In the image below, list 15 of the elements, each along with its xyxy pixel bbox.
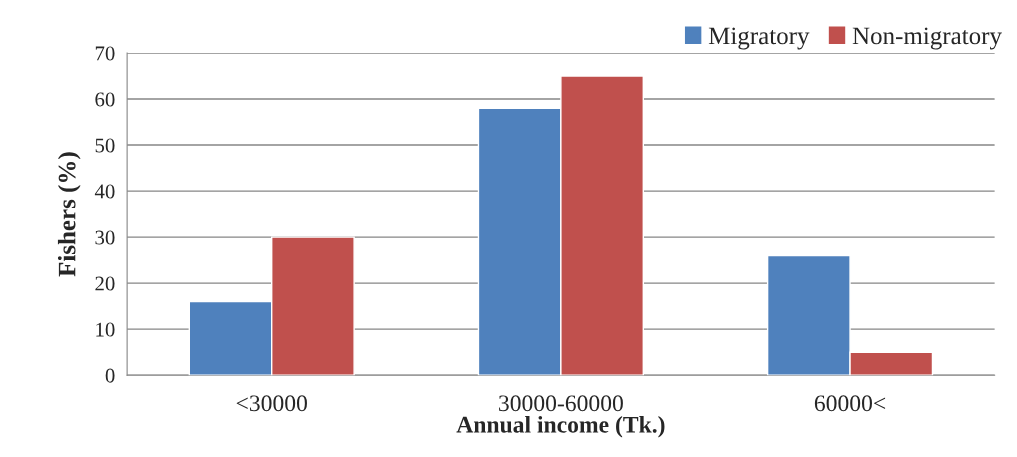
x-tick-label: <30000	[236, 395, 307, 412]
y-tick-label: 30	[95, 230, 115, 245]
y-tick-label: 10	[96, 322, 115, 337]
x-tick-label: 30000-60000	[499, 395, 623, 412]
y-tick-label: 0	[105, 368, 115, 383]
x-tick-label: 60000<	[814, 395, 886, 412]
y-tick-label: 20	[95, 276, 115, 291]
x-axis-title: Annual income (Tk.)	[456, 416, 665, 438]
y-tick-label: 50	[95, 138, 115, 153]
y-tick-label: 40	[94, 184, 115, 199]
legend-label: Non-migratory	[852, 27, 1002, 50]
legend-label: Migratory	[708, 27, 810, 50]
y-tick-label: 70	[95, 46, 115, 61]
y-tick-label: 60	[95, 92, 115, 107]
y-axis-title: Fishers (%)	[57, 152, 81, 277]
